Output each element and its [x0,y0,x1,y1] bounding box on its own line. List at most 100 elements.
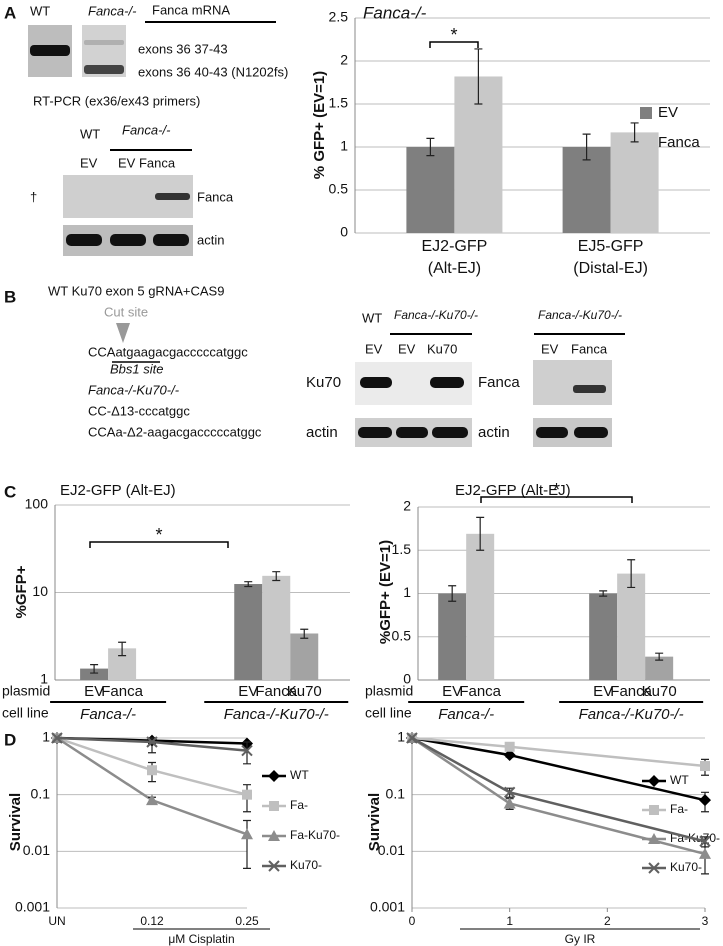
error-bar [448,585,457,602]
error-bar [243,819,251,869]
marker [146,736,158,748]
bar [438,593,467,680]
marker [648,775,660,787]
y-tick-label: 0.5 [392,627,412,643]
bar [562,147,611,233]
marker-label: † [30,189,37,204]
marker [504,741,515,752]
x-tick-sublabel: (Alt-EJ) [428,260,481,277]
y-tick-label: 2 [403,498,411,514]
lane-label: Fanca-/- [88,3,137,18]
legend-label: Ku70- [670,860,702,874]
legend-swatch [640,107,652,119]
y-tick-label: 2 [340,52,348,68]
series-line [411,736,706,802]
error-bar [655,652,664,661]
x-tick-label: 0 [409,914,416,928]
y-axis-label: %GFP+ (EV=1) [377,540,394,644]
x-tick-label: 0.25 [235,914,259,928]
chart-title: EJ2-GFP (Alt-EJ) [60,482,176,499]
marker [242,789,252,800]
lane-label: EV [80,155,98,170]
lane-label: EV [365,341,383,356]
site-label: Bbs1 site [110,361,163,376]
y-tick-label: 1 [397,729,405,745]
lane-label: EV Fanca [118,155,176,170]
legend-label: WT [670,773,689,787]
x-tick-label: 3 [702,914,709,928]
x-tick-label: EV [238,683,258,700]
blot-header: Fanca-/-Ku70-/- [538,308,622,322]
row-label: Fanca [197,189,234,204]
legend-label: Ku70- [290,858,322,872]
marker [268,830,280,841]
significance-label: * [155,525,162,545]
marker [406,732,418,744]
y-tick-label: 0.001 [15,899,50,915]
legend-label: Fa-Ku70- [290,828,340,842]
x-tick-label: EJ2-GFP [422,238,488,255]
significance-label: * [450,25,457,45]
group-label: Fanca-/-Ku70-/- [579,706,684,723]
bar [406,147,455,233]
row-label: Ku70 [306,374,341,391]
marker [147,765,157,776]
marker [649,805,659,815]
error-bar [474,48,483,105]
row-label: cell line [2,705,49,721]
x-tick-label: EJ5-GFP [578,238,644,255]
lane-label: EV [541,341,559,356]
blot-header: WT [80,126,100,141]
y-tick-label: 0.01 [378,842,405,858]
y-tick-label: 1 [40,671,48,687]
row-label: plasmid [365,683,413,699]
rtpcr-gel [28,25,126,77]
band-label: exons 36 37-43 [138,41,228,56]
x-tick-sublabel: (Distal-EJ) [573,260,648,277]
marker [699,835,711,848]
row-label: plasmid [2,683,50,699]
bar [645,656,674,680]
panel-label: C [4,482,16,501]
group-label: Fanca-/- [80,706,136,723]
marker [648,833,660,844]
legend-label: EV [658,104,678,121]
y-tick-label: 0.1 [31,785,51,801]
bar [589,593,618,680]
marker [699,794,711,807]
error-bar [582,133,591,161]
panel-label: B [4,287,16,306]
error-bar [118,641,127,657]
sequence: CCAatgaagacgacccccatggc [88,344,248,359]
error-bar [244,581,253,588]
gel-title: Fanca mRNA [152,2,230,17]
error-bar [630,122,639,143]
x-tick-label: Ku70 [287,683,322,700]
marker [268,770,280,782]
y-tick-label: 0.1 [386,785,406,801]
marker [51,732,63,744]
lane-label: Ku70 [427,341,457,356]
marker [146,794,158,806]
y-tick-label: 0 [403,671,411,687]
western-blot [63,175,193,256]
y-axis-label: Survival [366,793,383,851]
legend-label: Fanca [658,134,700,151]
series-line [411,736,706,856]
blot-header: Fanca-/-Ku70-/- [394,308,478,322]
y-tick-label: 2.5 [329,9,349,25]
x-tick-label: EV [84,683,104,700]
row-label: actin [478,424,510,441]
x-axis-label: Gy IR [565,932,596,946]
marker [268,860,280,872]
x-tick-label: 1 [506,914,513,928]
significance-bracket [480,496,633,503]
significance-bracket [89,541,229,548]
x-tick-label: Fanca [459,683,501,700]
row-label: Fanca [478,374,520,391]
y-tick-label: 1.5 [329,95,349,111]
x-tick-label: Fanca [610,683,652,700]
marker [699,847,711,859]
panel-label: D [4,730,16,749]
